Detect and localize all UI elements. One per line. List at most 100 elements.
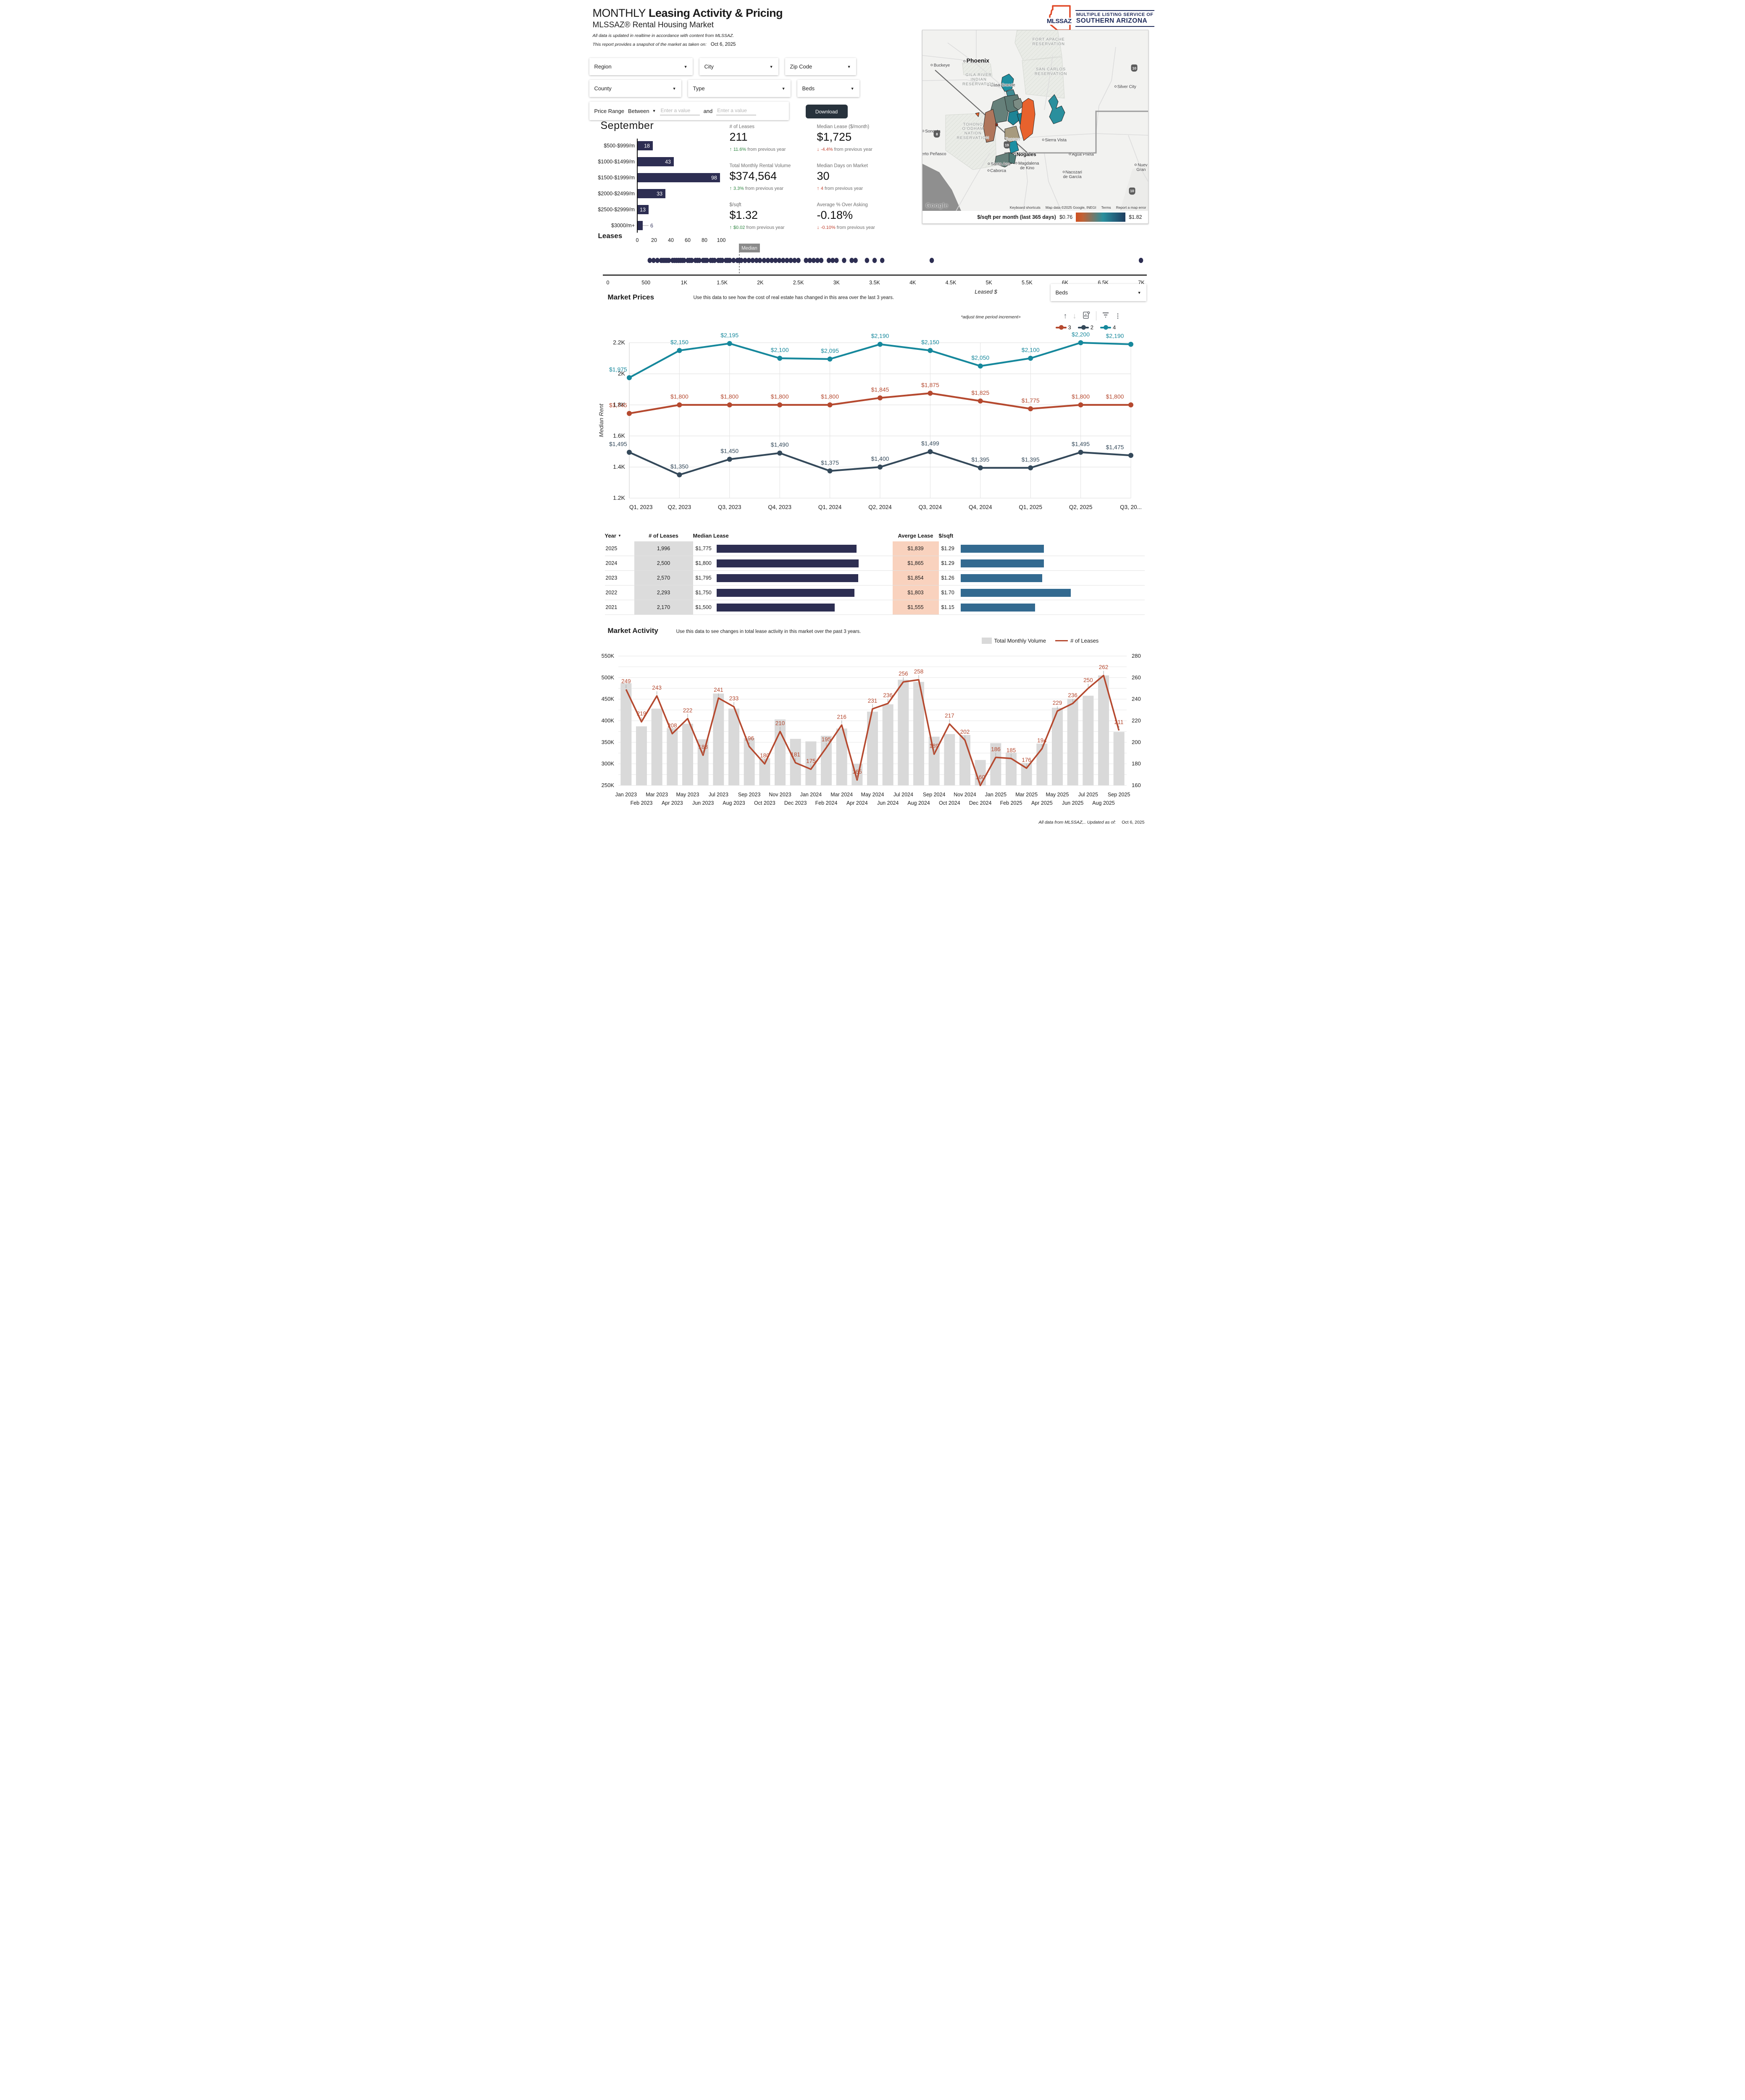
table-row-2022[interactable]: 2022 2,293 $1,750 $1,803 $1.70 (604, 585, 1145, 600)
lease-dot[interactable] (819, 257, 823, 263)
data-point[interactable] (1128, 402, 1133, 407)
lease-dot[interactable] (762, 257, 766, 263)
data-point[interactable] (978, 363, 983, 369)
lease-dot[interactable] (1138, 257, 1143, 263)
column-header-sqft[interactable]: $/sqft (938, 533, 954, 539)
volume-bar[interactable] (651, 709, 662, 785)
volume-bar[interactable] (1113, 732, 1125, 785)
table-row-2024[interactable]: 2024 2,500 $1,800 $1,865 $1.29 (604, 556, 1145, 571)
data-point[interactable] (827, 402, 833, 407)
data-point[interactable] (777, 356, 782, 361)
table-row-2021[interactable]: 2021 2,170 $1,500 $1,555 $1.15 (604, 600, 1145, 615)
filter-dropdown-zip-code[interactable]: Zip Code ▼ (785, 58, 856, 75)
volume-bar[interactable] (1098, 675, 1109, 785)
choropleth-map[interactable]: Phoenix Buckeye Casa Grande Silver City Sono… (922, 30, 1148, 211)
arrow-down-icon[interactable]: ↓ (1072, 311, 1077, 320)
volume-bar[interactable] (959, 735, 970, 785)
data-point[interactable] (676, 348, 682, 353)
legend-item-3-beds[interactable]: 3 (1055, 324, 1071, 331)
data-point[interactable] (727, 341, 732, 346)
data-point[interactable] (877, 395, 883, 401)
filter-dropdown-type[interactable]: Type ▼ (688, 80, 791, 97)
legend-item-2-beds[interactable]: 2 (1077, 324, 1093, 331)
data-point[interactable] (1078, 340, 1083, 345)
data-point[interactable] (777, 450, 782, 456)
lease-dot[interactable] (796, 257, 801, 263)
lease-dot[interactable] (781, 257, 785, 263)
data-point[interactable] (626, 375, 632, 381)
lease-dot[interactable] (651, 257, 656, 263)
volume-bar[interactable] (867, 711, 878, 785)
legend-item--of-leases[interactable]: # of Leases (1055, 638, 1099, 644)
volume-bar[interactable] (882, 704, 894, 785)
lease-dot[interactable] (804, 257, 808, 263)
beds-dropdown[interactable]: Beds ▼ (1050, 284, 1146, 301)
volume-bar[interactable] (774, 719, 786, 785)
volume-bar[interactable] (666, 728, 678, 785)
column-header-leases[interactable]: # of Leases (649, 533, 678, 539)
legend-item-4-beds[interactable]: 4 (1100, 324, 1116, 331)
data-point[interactable] (877, 341, 883, 347)
filter-dropdown-county[interactable]: County ▼ (589, 80, 681, 97)
lease-dot[interactable] (880, 257, 884, 263)
volume-bar[interactable] (728, 709, 739, 785)
data-point[interactable] (1028, 406, 1033, 412)
legend-item-total-monthly-volume[interactable]: Total Monthly Volume (981, 638, 1046, 644)
data-point[interactable] (978, 398, 983, 404)
data-point[interactable] (1128, 453, 1133, 458)
data-point[interactable] (927, 348, 933, 353)
data-point[interactable] (727, 457, 732, 462)
data-point[interactable] (1078, 402, 1083, 407)
table-row-2023[interactable]: 2023 2,570 $1,795 $1,854 $1.26 (604, 571, 1145, 585)
lease-dot[interactable] (777, 257, 781, 263)
price-bucket-bar[interactable] (637, 189, 665, 198)
data-point[interactable] (927, 391, 933, 396)
price-min-input[interactable] (660, 106, 700, 116)
filter-dropdown-region[interactable]: Region ▼ (589, 58, 693, 75)
volume-bar[interactable] (1082, 696, 1093, 785)
column-header-median[interactable]: Median Lease (693, 533, 729, 539)
data-point[interactable] (827, 356, 833, 362)
lease-dot[interactable] (788, 257, 793, 263)
table-row-2025[interactable]: 2025 1,996 $1,775 $1,839 $1.29 (604, 541, 1145, 556)
lease-dot[interactable] (727, 257, 732, 263)
filter-dropdown-beds[interactable]: Beds ▼ (797, 80, 859, 97)
lease-dot[interactable] (681, 257, 686, 263)
price-bucket-bar[interactable] (637, 221, 643, 230)
data-point[interactable] (1028, 356, 1033, 361)
filter-dropdown-city[interactable]: City ▼ (699, 58, 778, 75)
price-operator-select[interactable]: Between ▼ (628, 108, 656, 114)
volume-bar[interactable] (682, 724, 693, 785)
lease-dot[interactable] (731, 257, 736, 263)
lease-dot[interactable] (765, 257, 770, 263)
map-attribution-link[interactable]: Keyboard shortcuts (1009, 205, 1041, 210)
lease-dot[interactable] (849, 257, 854, 263)
volume-bar[interactable] (712, 693, 724, 785)
data-point[interactable] (676, 402, 682, 407)
lease-dot[interactable] (689, 257, 694, 263)
volume-bar[interactable] (928, 736, 940, 785)
lease-dot[interactable] (811, 257, 816, 263)
column-header-avg[interactable]: Averge Lease (898, 533, 933, 539)
data-point[interactable] (727, 402, 732, 407)
data-point[interactable] (827, 468, 833, 474)
data-point[interactable] (927, 449, 933, 454)
price-bucket-bar[interactable] (637, 141, 653, 150)
lease-dot[interactable] (773, 257, 778, 263)
lease-dot[interactable] (647, 257, 652, 263)
lease-dot[interactable] (815, 257, 820, 263)
lease-dot[interactable] (872, 257, 877, 263)
volume-bar[interactable] (1036, 743, 1047, 785)
lease-dot[interactable] (757, 257, 762, 263)
lease-dot[interactable] (929, 257, 934, 263)
column-header-year[interactable]: Year ▼ (604, 533, 621, 539)
lease-dot[interactable] (738, 257, 744, 263)
data-point[interactable] (626, 411, 632, 416)
download-button[interactable]: Download (805, 105, 848, 118)
data-point[interactable] (626, 449, 632, 455)
filter-icon[interactable] (1102, 312, 1109, 320)
price-bucket-bar[interactable] (637, 205, 649, 214)
kebab-menu-icon[interactable]: ⋮ (1114, 312, 1121, 320)
price-bucket-bar[interactable] (637, 173, 720, 182)
data-point[interactable] (978, 465, 983, 470)
